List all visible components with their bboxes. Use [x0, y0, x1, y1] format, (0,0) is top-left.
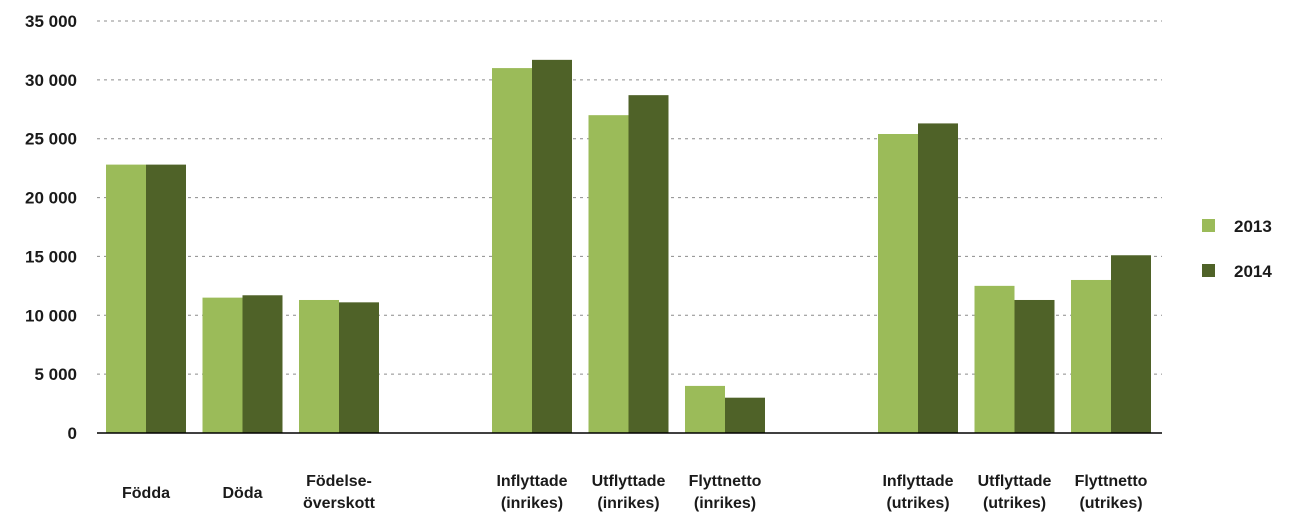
legend-swatch-2013 [1202, 219, 1215, 232]
bar-2014-1 [242, 295, 283, 433]
bars [106, 59, 1151, 434]
legend-label-2014: 2014 [1234, 262, 1272, 281]
legend: 2013 2014 [1202, 217, 1272, 281]
category-label: Flyttnetto (inrikes) [689, 473, 762, 512]
y-tick-label: 30 000 [25, 71, 77, 90]
bar-2013-7 [974, 285, 1015, 433]
bar-2014-7 [1014, 299, 1055, 433]
category-label: Utflyttade (utrikes) [978, 473, 1052, 512]
category-label: Inflyttade (utrikes) [882, 473, 953, 512]
bar-2014-6 [918, 123, 958, 433]
y-tick-label: 35 000 [25, 12, 77, 31]
bar-2013-8 [1071, 279, 1111, 433]
y-tick-label: 25 000 [25, 130, 77, 149]
bar-2014-2 [339, 302, 379, 433]
bar-2014-5 [725, 397, 765, 433]
category-labels: Födda Döda Födelse-överskott Inflyttade (inr… [122, 473, 1148, 512]
y-tick-label: 15 000 [25, 247, 77, 266]
bar-2013-1 [202, 297, 243, 433]
bar-2014-4 [628, 95, 669, 433]
category-label: Födda [122, 485, 170, 502]
y-tick-label: 5 000 [34, 365, 77, 384]
category-label: Utflyttade (inrikes) [592, 473, 666, 512]
category-label: Flyttnetto (utrikes) [1075, 473, 1148, 512]
bar-2013-6 [878, 134, 918, 433]
category-label: Döda [223, 485, 263, 502]
bar-2013-3 [492, 68, 532, 433]
bar-2014-0 [146, 164, 186, 433]
bar-2013-0 [106, 164, 146, 433]
bar-2013-5 [685, 385, 725, 433]
legend-swatch-2014 [1202, 264, 1215, 277]
category-label: Inflyttade (inrikes) [496, 473, 567, 512]
bar-2013-2 [299, 299, 339, 433]
bar-2013-4 [588, 115, 629, 434]
y-tick-label: 10 000 [25, 306, 77, 325]
legend-label-2013: 2013 [1234, 217, 1272, 236]
bar-2014-8 [1111, 255, 1151, 433]
y-tick-label: 0 [68, 424, 77, 443]
y-tick-label: 20 000 [25, 189, 77, 208]
bar-2014-3 [532, 59, 572, 434]
y-axis-ticks: 0 5 000 10 000 15 000 20 000 25 000 30 000 35 0… [25, 12, 77, 443]
category-label: Födelse-överskott [303, 473, 376, 512]
